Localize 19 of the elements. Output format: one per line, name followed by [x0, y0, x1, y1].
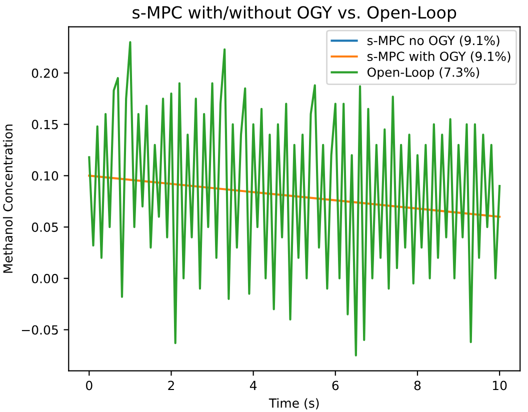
- legend-label: s-MPC with OGY (9.1%): [367, 51, 510, 63]
- legend-label: s-MPC no OGY (9.1%): [367, 36, 500, 47]
- y-tick-label: 0.20: [32, 68, 58, 78]
- x-tick-label: 10: [492, 380, 507, 390]
- line-series: [88, 174, 501, 218]
- legend-label: Open-Loop (7.3%): [367, 67, 480, 80]
- x-tick-label: 6: [332, 380, 339, 390]
- y-tick-label: 0.05: [32, 222, 58, 232]
- x-tick-label: 4: [250, 380, 257, 390]
- y-tick-label: −0.05: [22, 325, 58, 335]
- x-axis-title: Time (s): [268, 398, 319, 410]
- y-tick-label: 0.15: [32, 120, 58, 130]
- y-axis-title: Methanol Concentration: [2, 124, 13, 273]
- x-tick-label: 0: [86, 380, 92, 390]
- y-tick-label: 0.10: [32, 171, 58, 181]
- chart-title: s-MPC with/without OGY vs. Open-Loop: [132, 6, 456, 22]
- y-tick-label: 0.00: [32, 274, 58, 284]
- x-tick-label: 8: [414, 380, 421, 390]
- x-tick-label: 2: [168, 380, 174, 390]
